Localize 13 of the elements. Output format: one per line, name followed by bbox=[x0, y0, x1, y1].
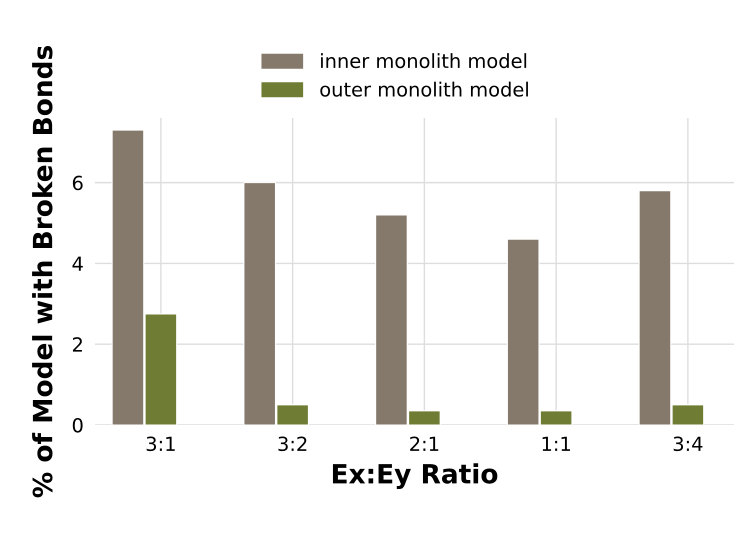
x-tick-label: 1:1 bbox=[542, 436, 570, 451]
y-tick-label: 0 bbox=[72, 418, 83, 433]
x-tick-label: 3:1 bbox=[146, 436, 175, 452]
y-axis-title: % of Model with Broken Bonds bbox=[32, 46, 53, 498]
x-tick-label: 3:2 bbox=[278, 436, 306, 452]
y-tick-label: 4 bbox=[72, 256, 83, 271]
legend-label: outer monolith model bbox=[320, 82, 528, 97]
y-tick-label: 2 bbox=[72, 337, 82, 352]
x-tick-label: 3:4 bbox=[674, 436, 702, 452]
x-tick-label: 2:1 bbox=[410, 436, 438, 451]
x-axis-title: Ex:Ey Ratio bbox=[332, 463, 498, 490]
y-tick-label: 6 bbox=[72, 176, 83, 190]
legend-label: inner monolith model bbox=[321, 53, 526, 68]
